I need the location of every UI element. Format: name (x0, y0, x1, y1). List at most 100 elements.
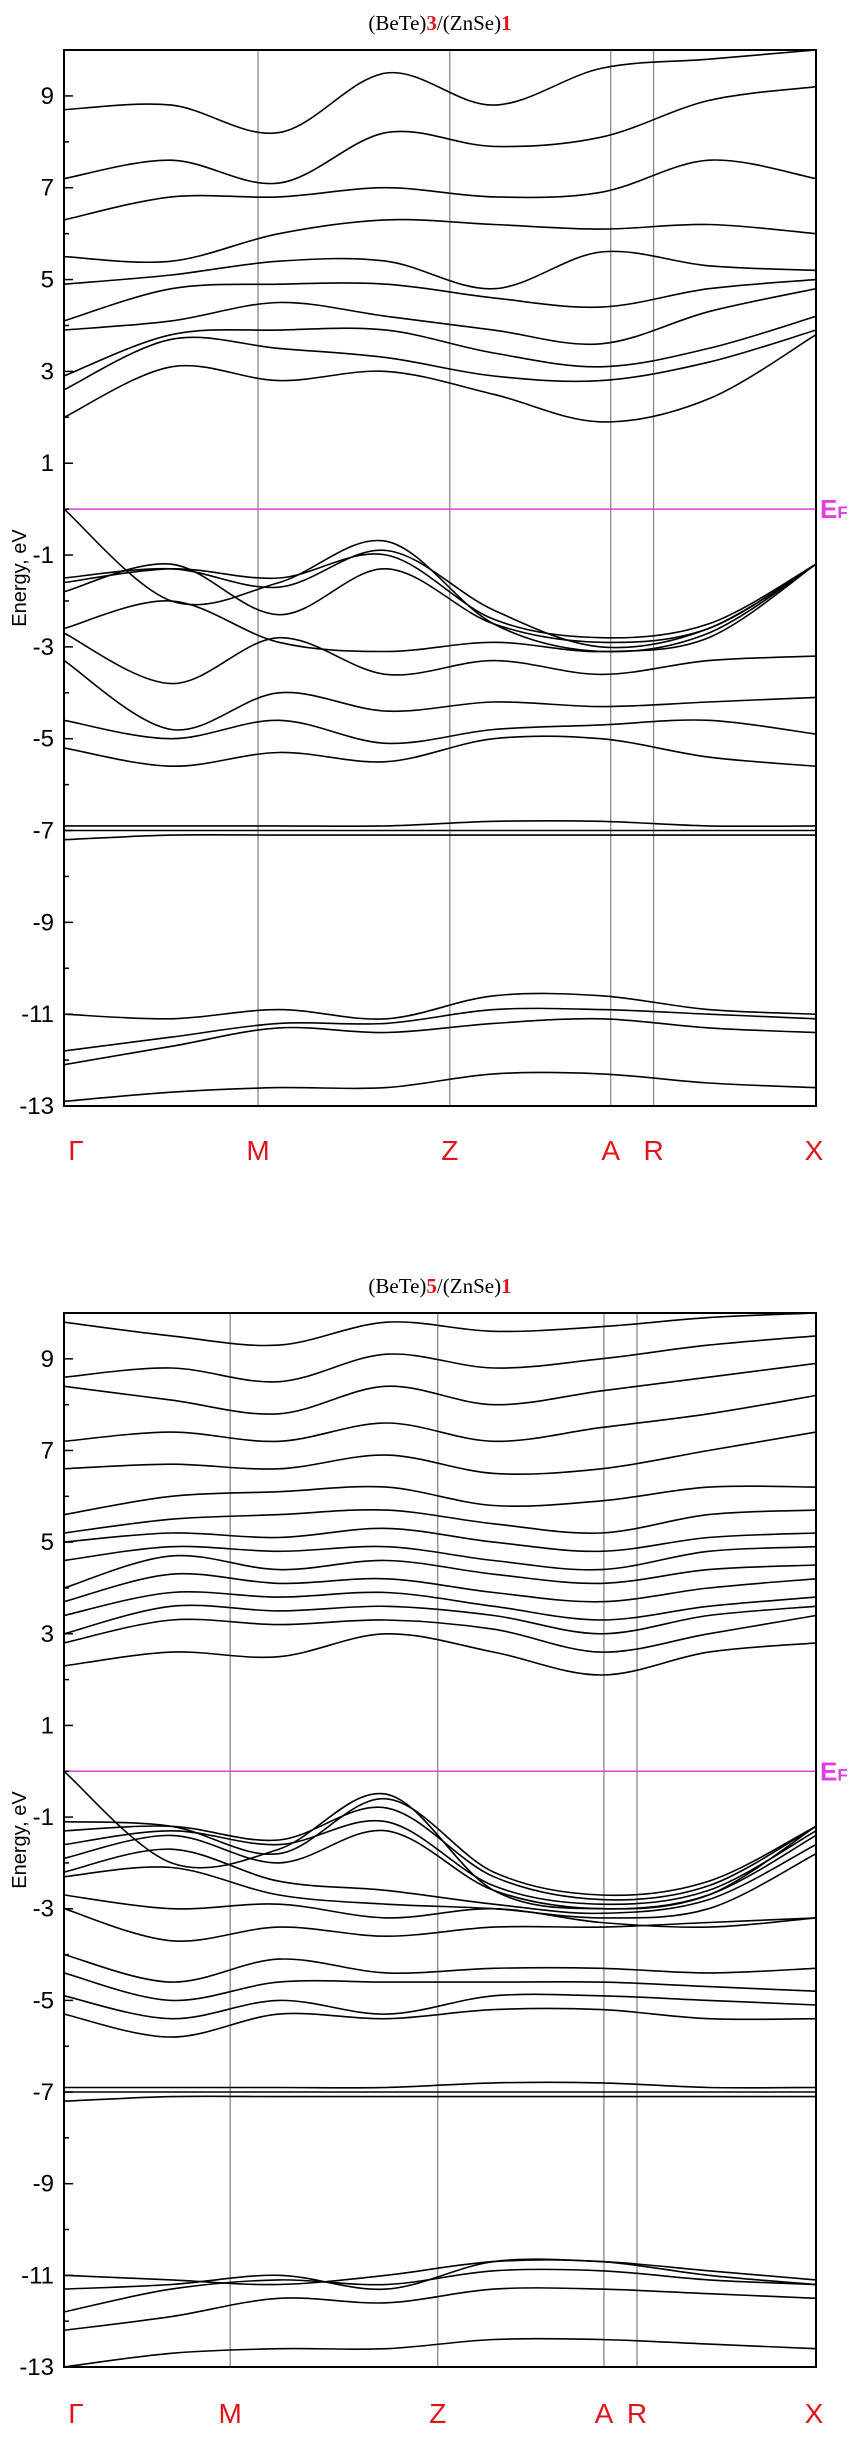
y-tick-label: -3 (33, 1896, 54, 1923)
band-line-12 (64, 563, 816, 653)
y-tick-label: 7 (41, 1437, 54, 1464)
kpoint-label-M: M (219, 2398, 242, 2429)
y-tick-label: -5 (33, 1987, 54, 2014)
band-line-22 (64, 1632, 816, 1676)
band-line-28 (64, 1545, 816, 1571)
plot-frame (63, 49, 817, 1107)
band-line-31 (64, 1485, 816, 1516)
band-line-16 (64, 508, 816, 653)
band-line-16 (64, 1843, 816, 1915)
y-tick-label: 3 (41, 358, 54, 385)
kpoint-label-R: R (643, 1135, 663, 1166)
y-tick-label: 5 (41, 267, 54, 294)
kpoint-label-M: M (246, 1135, 269, 1166)
y-tick-label: 9 (41, 1346, 54, 1373)
band-line-7 (64, 819, 816, 828)
band-line-2 (64, 2287, 816, 2332)
y-tick-label: -9 (33, 909, 54, 936)
band-line-19 (64, 315, 816, 377)
kpoint-label-Γ: Γ (68, 2398, 83, 2429)
chart-title-n1: 3 (426, 11, 437, 35)
band-line-17 (64, 334, 816, 423)
band-line-26 (64, 1572, 816, 1603)
band-line-3 (64, 1007, 816, 1052)
chart-title-prefix: (BeTe) (368, 1274, 426, 1298)
band-line-6 (64, 2095, 816, 2102)
band-line-26 (64, 50, 816, 135)
y-tick-label: 7 (41, 175, 54, 202)
y-tick-label: -13 (19, 2354, 54, 2381)
band-line-22 (64, 250, 816, 290)
y-tick-label: -13 (19, 1093, 54, 1120)
band-line-14 (64, 553, 816, 639)
band-line-29 (64, 1527, 816, 1553)
band-line-23 (64, 218, 816, 264)
band-line-13 (64, 1907, 816, 1942)
band-line-30 (64, 1508, 816, 1535)
band-line-10 (64, 659, 816, 731)
y-tick-label: 3 (41, 1621, 54, 1648)
kpoint-label-A: A (595, 2398, 614, 2429)
band-line-3 (64, 2268, 816, 2313)
band-line-15 (64, 549, 816, 649)
bands-group (64, 1313, 816, 2367)
band-line-21 (64, 1770, 816, 1910)
y-tick-label: 1 (41, 1712, 54, 1739)
kpoint-label-Z: Z (429, 2398, 446, 2429)
kpoint-label-A: A (601, 1135, 620, 1166)
y-tick-label: -1 (33, 542, 54, 569)
kpoint-label-X: X (805, 2398, 824, 2429)
band-line-25 (64, 1591, 816, 1621)
band-line-11 (64, 1972, 816, 2002)
band-line-9 (64, 2007, 816, 2038)
band-line-8 (64, 735, 816, 768)
band-line-18 (64, 1819, 816, 1906)
band-line-23 (64, 1614, 816, 1653)
band-line-27 (64, 1554, 816, 1589)
band-line-12 (64, 1953, 816, 1983)
band-line-18 (64, 329, 816, 391)
y-tick-label: -11 (21, 1001, 54, 1028)
band-line-21 (64, 278, 816, 322)
fermi-label-sub: F (837, 1765, 847, 1784)
y-tick-label: -1 (33, 1804, 54, 1831)
band-line-20 (64, 1797, 816, 1897)
y-axis-label: Energy, eV (9, 1791, 31, 1889)
band-line-11 (64, 632, 816, 685)
y-tick-label: 9 (41, 83, 54, 110)
chart-title: (BeTe)5/(ZnSe)1 (368, 1274, 511, 1298)
y-axis-label: Energy, eV (9, 529, 31, 627)
band-line-9 (64, 719, 816, 745)
band-line-34 (64, 1362, 816, 1415)
y-tick-label: -7 (33, 2079, 54, 2106)
chart-title-middle: /(ZnSe) (437, 11, 501, 35)
chart-title-n2: 1 (501, 1274, 512, 1298)
band-line-10 (64, 1993, 816, 2020)
y-tick-label: -3 (33, 634, 54, 661)
band-line-4 (64, 2258, 816, 2291)
band-line-5 (64, 2259, 816, 2286)
y-tick-label: 5 (41, 1529, 54, 1556)
band-line-1 (64, 2337, 816, 2367)
y-tick-label: -7 (33, 818, 54, 845)
fermi-level-label: EF (820, 1756, 848, 1786)
y-tick-label: -11 (21, 2262, 54, 2289)
kpoint-label-Γ: Γ (68, 1135, 83, 1166)
kpoint-label-X: X (805, 1135, 824, 1166)
band-line-33 (64, 1394, 816, 1443)
chart-title-n1: 5 (426, 1274, 437, 1298)
chart-title-prefix: (BeTe) (368, 11, 426, 35)
band-line-32 (64, 1431, 816, 1475)
fermi-label-sub: F (837, 503, 847, 522)
plot-frame (63, 1312, 817, 2368)
band-line-24 (64, 1604, 816, 1635)
chart-title-n2: 1 (501, 11, 512, 35)
kpoint-label-Z: Z (441, 1135, 458, 1166)
band-chart-beTe3-znse1: (BeTe)3/(ZnSe)1EF97531-1-3-5-7-9-11-13En… (9, 11, 848, 1166)
band-line-20 (64, 287, 816, 346)
y-tick-label: 1 (41, 450, 54, 477)
bands-group (64, 50, 816, 1103)
band-chart-beTe5-znse1: (BeTe)5/(ZnSe)1EF97531-1-3-5-7-9-11-13En… (9, 1274, 848, 2429)
band-line-25 (64, 85, 816, 185)
